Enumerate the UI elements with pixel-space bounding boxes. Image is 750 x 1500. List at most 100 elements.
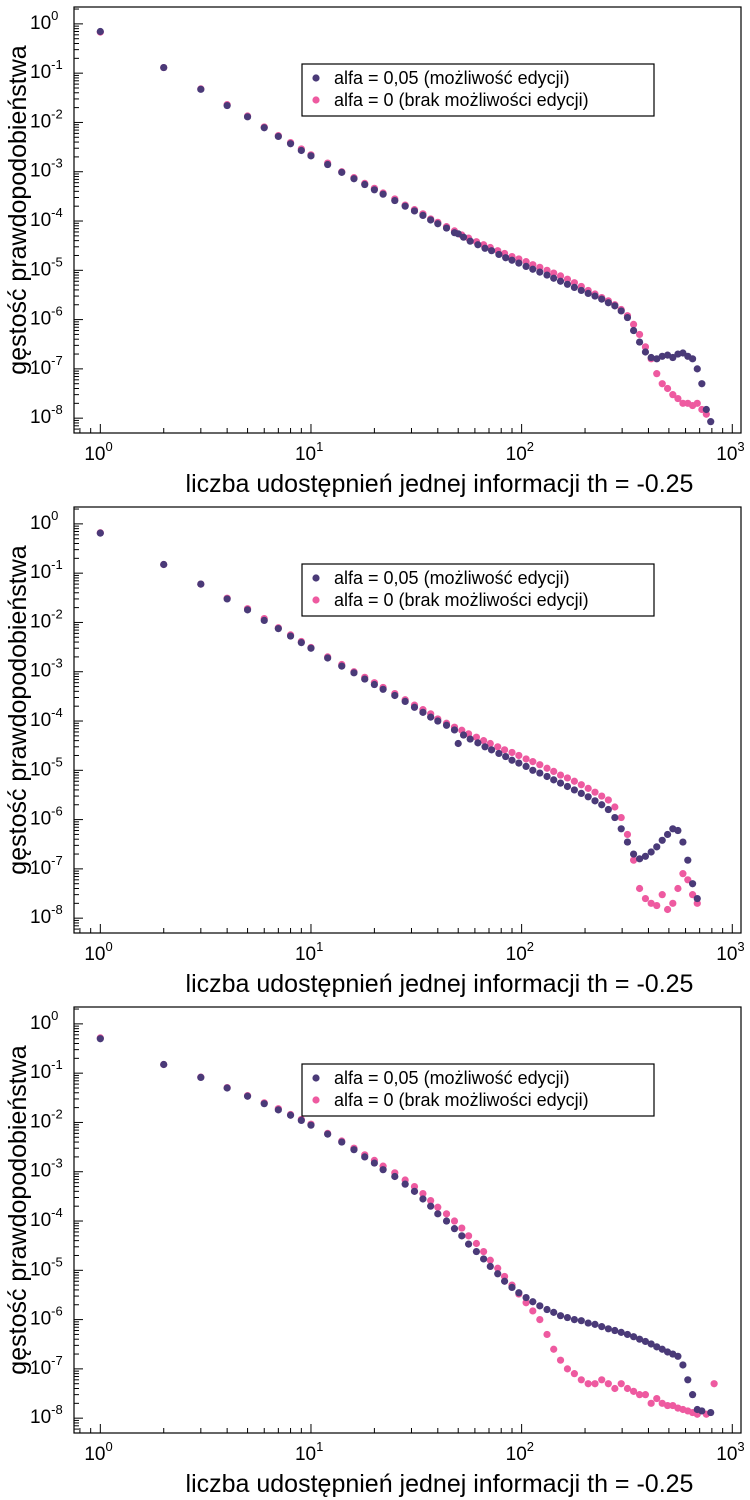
data-point-series-1 (629, 1333, 638, 1341)
data-point-series-1 (466, 735, 474, 743)
y-tick-label: 10-4 (30, 205, 63, 231)
data-point-series-1 (243, 113, 252, 121)
data-point-series-1 (570, 283, 578, 291)
data-point-series-2 (550, 269, 558, 277)
data-point-series-1 (160, 63, 168, 72)
data-point-series-1 (307, 152, 315, 160)
data-point-series-2 (635, 884, 644, 893)
data-point-series-1 (481, 743, 489, 751)
data-point-series-1 (693, 365, 701, 373)
data-point-series-1 (563, 1313, 572, 1322)
data-point-series-2 (598, 1376, 606, 1384)
data-point-series-1 (570, 786, 578, 794)
data-point-series-2 (563, 275, 572, 283)
data-point-series-1 (401, 202, 409, 210)
data-point-series-2 (556, 272, 565, 280)
x-tick-label: 101 (295, 1439, 323, 1465)
data-point-series-2 (623, 1384, 632, 1393)
data-point-series-1 (243, 1092, 252, 1100)
data-point-series-1 (454, 739, 462, 748)
data-point-series-1 (591, 1320, 599, 1328)
data-point-series-2 (494, 743, 502, 751)
data-point-series-1 (274, 132, 282, 141)
data-point-series-1 (197, 85, 205, 93)
data-point-series-1 (584, 1319, 592, 1327)
y-tick-label: 10-7 (30, 353, 63, 379)
data-point-series-2 (536, 761, 544, 769)
y-tick-label: 10-1 (30, 57, 63, 83)
data-point-series-2 (598, 792, 606, 800)
data-point-series-1 (508, 1283, 516, 1291)
data-point-series-1 (419, 708, 427, 716)
data-point-series-2 (635, 330, 644, 339)
x-tick-label: 100 (84, 439, 112, 465)
data-point-series-1 (522, 262, 530, 271)
data-point-series-2 (617, 813, 625, 822)
data-point-series-2 (434, 1203, 442, 1211)
data-point-series-2 (419, 1190, 427, 1198)
data-point-series-2 (570, 777, 578, 785)
data-point-series-1 (480, 1255, 488, 1263)
data-point-series-1 (370, 186, 378, 194)
legend-label-series-1: alfa = 0,05 (możliwość edycji) (334, 68, 570, 88)
data-point-series-1 (669, 353, 677, 362)
data-point-series-2 (658, 380, 666, 388)
x-axis-label: liczba udostępnień jednej informacji th … (186, 470, 694, 498)
data-point-series-1 (324, 160, 332, 169)
data-point-series-1 (653, 355, 661, 363)
data-point-series-1 (350, 175, 358, 183)
y-axis-label: gęstość prawdopodobieństwa (4, 45, 32, 374)
y-tick-label: 10-2 (30, 606, 63, 632)
data-point-series-2 (647, 1399, 655, 1407)
data-point-series-1 (361, 1153, 369, 1161)
data-point-series-2 (584, 1380, 592, 1388)
data-point-series-2 (458, 1224, 466, 1232)
data-point-series-1 (604, 1325, 612, 1333)
y-tick-label: 10-8 (30, 902, 63, 928)
data-point-series-1 (450, 1225, 459, 1233)
data-point-series-2 (472, 733, 481, 741)
data-point-series-2 (710, 1380, 718, 1388)
data-point-series-1 (679, 1361, 687, 1369)
data-point-series-1 (427, 1202, 435, 1210)
data-point-series-1 (486, 1262, 494, 1271)
data-point-series-1 (550, 274, 558, 282)
data-point-series-1 (458, 1232, 466, 1240)
data-point-series-1 (391, 196, 399, 205)
data-point-series-1 (543, 772, 551, 781)
y-axis-label: gęstość prawdopodobieństwa (4, 1045, 32, 1374)
data-point-series-1 (434, 1210, 442, 1218)
data-point-series-1 (641, 348, 650, 356)
data-point-series-2 (635, 1391, 644, 1399)
plot-frame (73, 1006, 742, 1434)
data-point-series-2 (577, 1376, 585, 1384)
y-tick-label: 10-3 (30, 656, 63, 682)
y-tick-label: 10-6 (30, 304, 63, 330)
data-point-series-1 (401, 1180, 409, 1188)
data-point-series-2 (674, 884, 682, 893)
data-point-series-2 (617, 1380, 625, 1388)
data-point-series-2 (450, 1217, 459, 1225)
legend-marker-series-2 (312, 1096, 320, 1104)
data-point-series-1 (197, 1073, 205, 1082)
data-point-series-2 (641, 894, 650, 903)
data-point-series-1 (96, 529, 104, 537)
data-point-series-2 (611, 803, 619, 811)
data-point-series-2 (693, 399, 701, 407)
data-points (96, 529, 701, 914)
x-tick-label: 102 (506, 939, 534, 965)
data-point-series-1 (674, 1352, 682, 1360)
data-point-series-2 (684, 876, 692, 884)
legend-label-series-2: alfa = 0 (brak możliwości edycji) (334, 1090, 589, 1110)
y-tick-label: 10-5 (30, 254, 63, 280)
data-point-series-1 (96, 27, 104, 36)
chart-2-svg: 100 10-1 10-2 10-3 10-4 10-5 10-6 10-7 10-8 100 10… (4, 506, 745, 998)
data-point-series-1 (307, 644, 315, 652)
legend-marker-series-2 (312, 596, 320, 604)
data-point-series-1 (427, 713, 435, 721)
data-point-series-2 (604, 1380, 612, 1388)
y-tick-label: 10-1 (30, 1057, 63, 1083)
legend-label-series-1: alfa = 0,05 (możliwość edycji) (334, 568, 570, 588)
data-point-series-1 (702, 405, 710, 414)
data-point-series-1 (550, 1308, 558, 1316)
